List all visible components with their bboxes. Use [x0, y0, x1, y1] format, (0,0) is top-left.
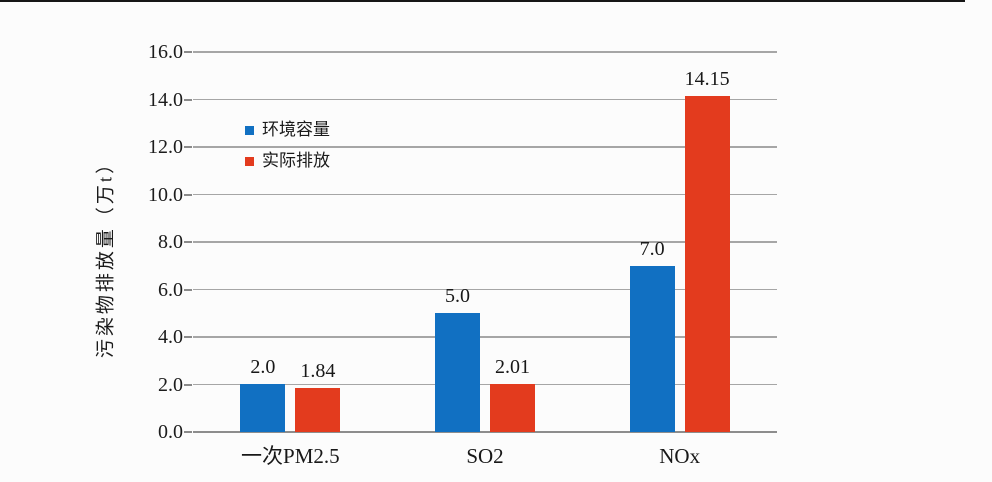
- y-tick-label: 10.0: [148, 183, 183, 206]
- gridline: [193, 383, 777, 385]
- y-tick-label: 8.0: [158, 231, 183, 253]
- gridline: [193, 241, 777, 243]
- y-axis-tick: [184, 193, 192, 196]
- gridline: [193, 288, 777, 290]
- y-tick-label: 0.0: [158, 421, 183, 443]
- x-tick-label: SO2: [466, 444, 504, 468]
- gridline: [193, 98, 777, 100]
- y-axis-tick: [184, 288, 192, 291]
- gridline: [193, 146, 777, 148]
- y-axis-title: 污染物排放量（万t）: [95, 151, 117, 359]
- bar-value-label: 2.0: [250, 356, 276, 378]
- legend-label-actual: 实际排放: [262, 151, 330, 170]
- bar-value-label: 2.01: [495, 356, 530, 378]
- bar-value-label: 7.0: [639, 238, 665, 260]
- bar-capacity: [435, 313, 480, 432]
- x-tick-label: 一次PM2.5: [241, 444, 340, 468]
- y-tick-label: 2.0: [158, 373, 183, 396]
- y-axis-tick: [184, 98, 192, 101]
- y-axis-tick: [184, 51, 192, 53]
- bar-value-label: 1.84: [300, 360, 336, 382]
- bar-value-label: 5.0: [445, 285, 470, 307]
- x-tick-label: NOx: [659, 444, 701, 468]
- y-tick-label: 4.0: [158, 326, 183, 348]
- y-axis-tick: [184, 146, 192, 148]
- y-tick-label: 6.0: [158, 278, 183, 301]
- gridline: [193, 193, 777, 195]
- bar-actual: [295, 388, 341, 432]
- y-axis-tick: [184, 383, 192, 386]
- gridline: [193, 51, 777, 53]
- legend-item-capacity: 环境容量: [245, 120, 330, 140]
- y-tick-label: 14.0: [148, 88, 183, 111]
- legend-swatch-red-icon: [245, 156, 254, 166]
- bar-value-label: 14.15: [684, 68, 730, 90]
- legend-label-capacity: 环境容量: [262, 120, 330, 139]
- top-edge-line: [0, 0, 965, 2]
- y-tick-label: 16.0: [148, 41, 183, 63]
- legend-item-actual: 实际排放: [245, 151, 330, 171]
- gridline: [193, 431, 777, 433]
- y-axis-tick: [184, 241, 192, 243]
- y-tick-label: 12.0: [148, 136, 183, 158]
- bar-actual: [490, 384, 535, 432]
- bar-capacity: [629, 266, 675, 432]
- y-axis-tick: [184, 431, 192, 433]
- bar-capacity: [240, 384, 286, 432]
- y-axis-tick: [184, 336, 192, 338]
- legend-swatch-blue-icon: [245, 125, 254, 135]
- legend: 环境容量 实际排放: [245, 120, 330, 182]
- bar-actual: [684, 96, 730, 432]
- gridline: [193, 336, 777, 338]
